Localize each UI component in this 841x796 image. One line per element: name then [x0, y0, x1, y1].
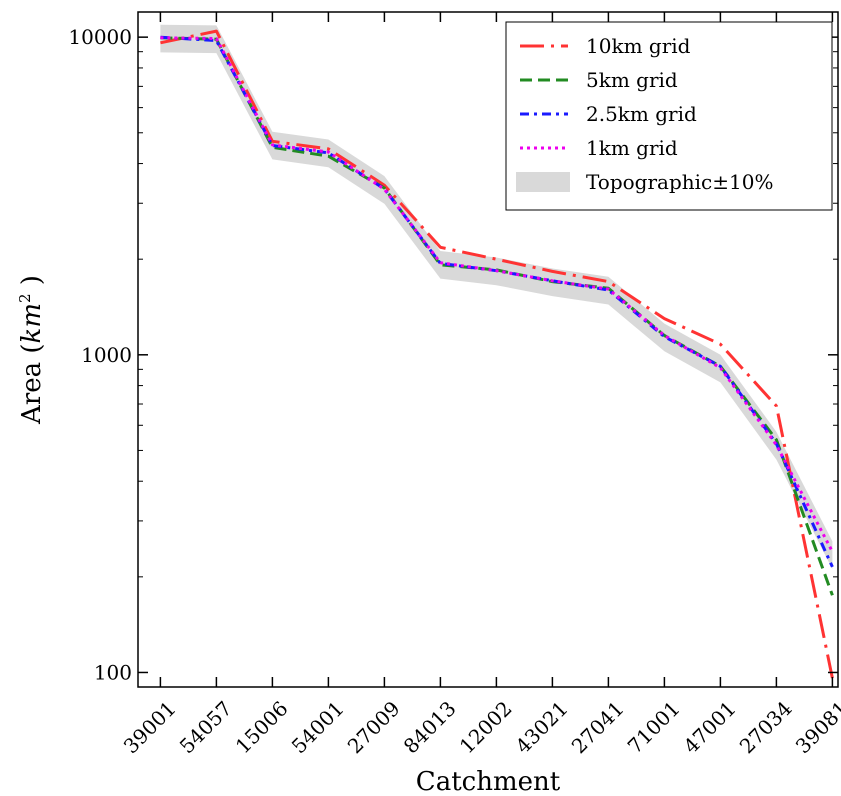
- legend-label-band: Topographic±10%: [586, 170, 773, 194]
- x-axis-title: Catchment: [416, 767, 561, 796]
- y-tick-label: 100: [94, 660, 132, 684]
- y-tick-label: 1000: [81, 343, 132, 367]
- series-line-3: [160, 36, 834, 553]
- y-axis-title-unit: km: [17, 303, 47, 343]
- topographic-band-area: [160, 24, 833, 570]
- y-axis-title-prefix: Area (: [17, 343, 47, 425]
- legend-label-3: 1km grid: [586, 136, 678, 160]
- series-layer: [160, 29, 834, 679]
- legend: 10km grid 5km grid 2.5km grid 1km grid Topog…: [505, 21, 833, 211]
- y-axis-title: Area (km2 ): [16, 275, 47, 425]
- plot-frame: [137, 11, 839, 688]
- series-line-0: [160, 29, 834, 679]
- topographic-band-layer: [160, 24, 833, 570]
- legend-label-0: 10km grid: [586, 34, 691, 58]
- legend-swatch-band: [516, 172, 570, 192]
- legend-label-2: 2.5km grid: [586, 102, 697, 126]
- y-axis-title-exponent: 2: [16, 293, 34, 303]
- y-axis-title-suffix: ): [17, 275, 47, 293]
- y-tick-label: 10000: [68, 25, 132, 49]
- legend-label-1: 5km grid: [586, 68, 678, 92]
